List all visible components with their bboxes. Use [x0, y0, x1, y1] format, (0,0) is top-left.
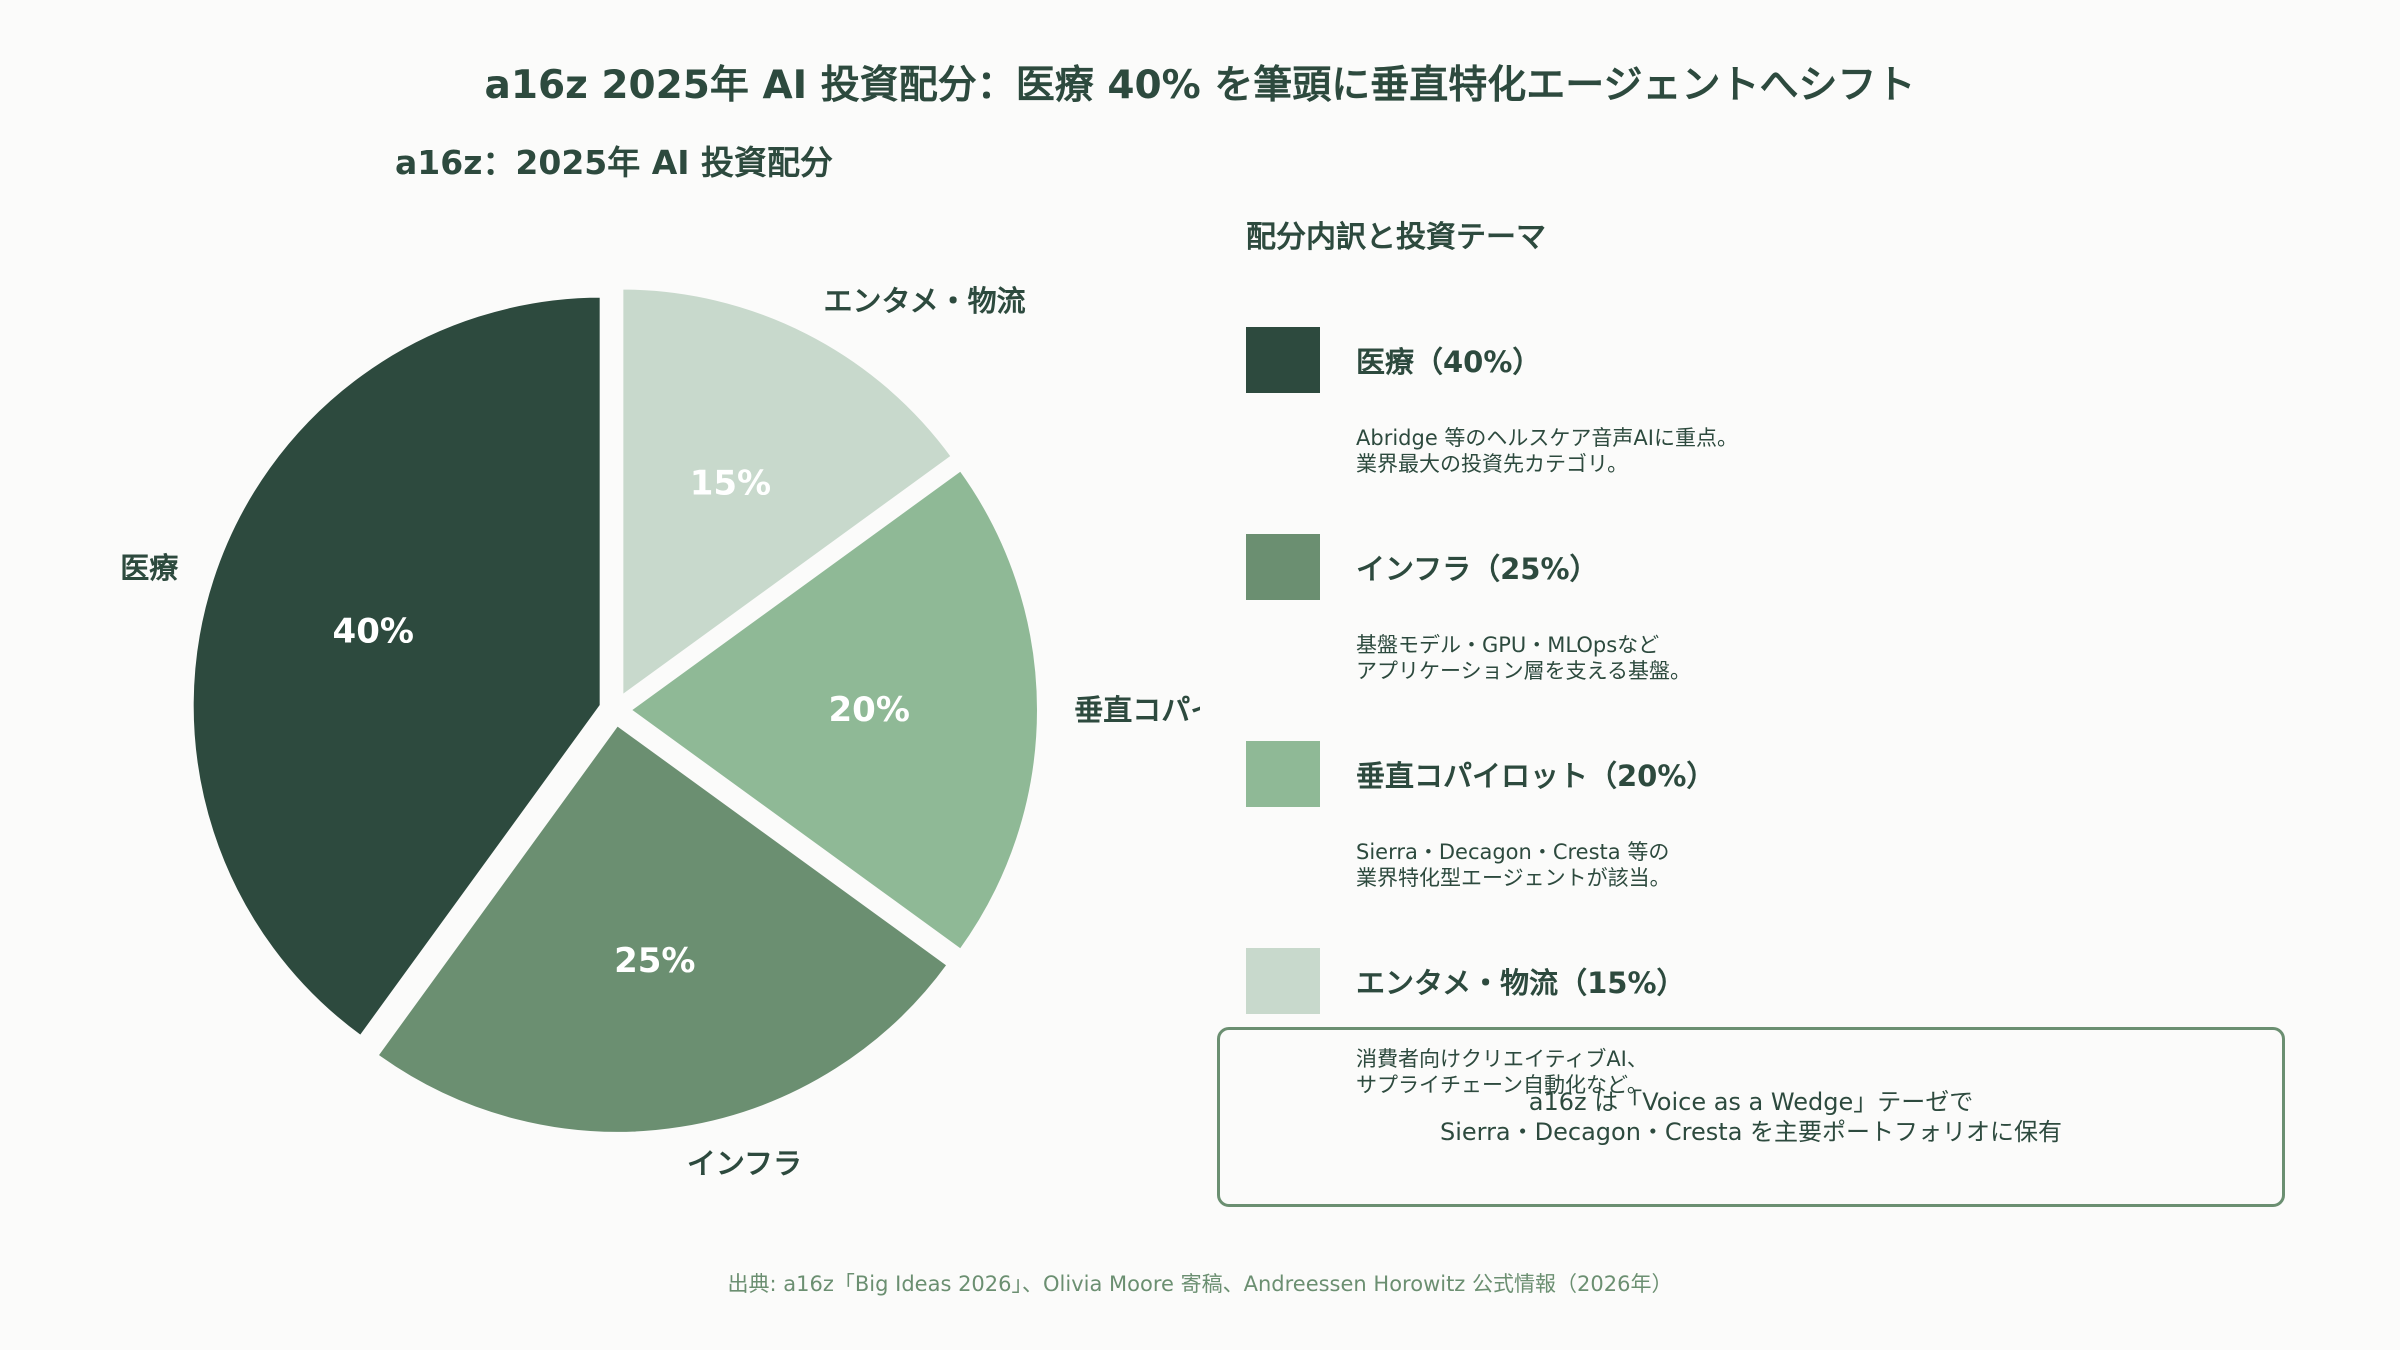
legend-swatch — [1246, 327, 1320, 393]
pie-slice-0 — [619, 285, 956, 702]
legend-swatch — [1246, 741, 1320, 807]
pie-slice-3 — [189, 293, 604, 1041]
legend-description: Sierra・Decagon・Cresta 等の 業界特化型エージェントが該当。 — [1356, 840, 1671, 890]
pie-slice-2 — [373, 721, 952, 1136]
legend-label: エンタメ・物流（15%） — [1356, 966, 1686, 1000]
slice-value-label: 25% — [614, 941, 695, 981]
legend-swatch — [1246, 948, 1320, 1014]
legend-description: 消費者向けクリエイティブAI、 サプライチェーン自動化など。 — [1356, 1047, 1648, 1097]
slice-value-label: 15% — [690, 464, 771, 504]
source-note: 出典: a16z「Big Ideas 2026」、Olivia Moore 寄稿… — [727, 1272, 1673, 1296]
slice-value-label: 20% — [829, 690, 910, 730]
legend-label: 医療（40%） — [1356, 345, 1542, 379]
legend-item-vertical-copilot: 垂直コパイロット（20%） Sierra・Decagon・Cresta 等の 業… — [1246, 741, 2246, 941]
pie-slice-1 — [625, 466, 1041, 954]
legend-description: 基盤モデル・GPU・MLOpsなど アプリケーション層を支える基盤。 — [1356, 633, 1691, 683]
legend-description: Abridge 等のヘルスケア音声AIに重点。 業界最大の投資先カテゴリ。 — [1356, 426, 1738, 476]
chart-title: a16z：2025年 AI 投資配分 — [395, 143, 834, 182]
legend-swatch — [1246, 534, 1320, 600]
page-title: a16z 2025年 AI 投資配分：医療 40% を筆頭に垂直特化エージェント… — [484, 63, 1916, 108]
slice-category-label: インフラ — [687, 1147, 802, 1181]
slice-category-label: エンタメ・物流 — [823, 284, 1025, 318]
pie-chart: 15% エンタメ・物流 20% 垂直コパイロット 25% インフラ 40% 医療 — [120, 284, 1200, 1181]
legend-label: 垂直コパイロット（20%） — [1356, 759, 1716, 793]
legend-item-healthcare: 医療（40%） Abridge 等のヘルスケア音声AIに重点。 業界最大の投資先… — [1246, 327, 2246, 527]
slice-category-label: 医療 — [120, 551, 179, 585]
slice-value-label: 40% — [333, 611, 414, 651]
legend-item-infra: インフラ（25%） 基盤モデル・GPU・MLOpsなど アプリケーション層を支え… — [1246, 534, 2246, 734]
legend-heading: 配分内訳と投資テーマ — [1246, 220, 1546, 255]
callout-text: a16z は「Voice as a Wedge」テーゼで Sierra・Deca… — [1439, 1088, 2063, 1146]
slice-category-label: 垂直コパイロット — [1074, 693, 1200, 727]
callout-box: a16z は「Voice as a Wedge」テーゼで Sierra・Deca… — [1217, 1027, 2285, 1207]
legend-label: インフラ（25%） — [1356, 552, 1599, 586]
legend-item-entertainment-logistics: エンタメ・物流（15%） 消費者向けクリエイティブAI、 サプライチェーン自動化… — [1246, 948, 2246, 1148]
